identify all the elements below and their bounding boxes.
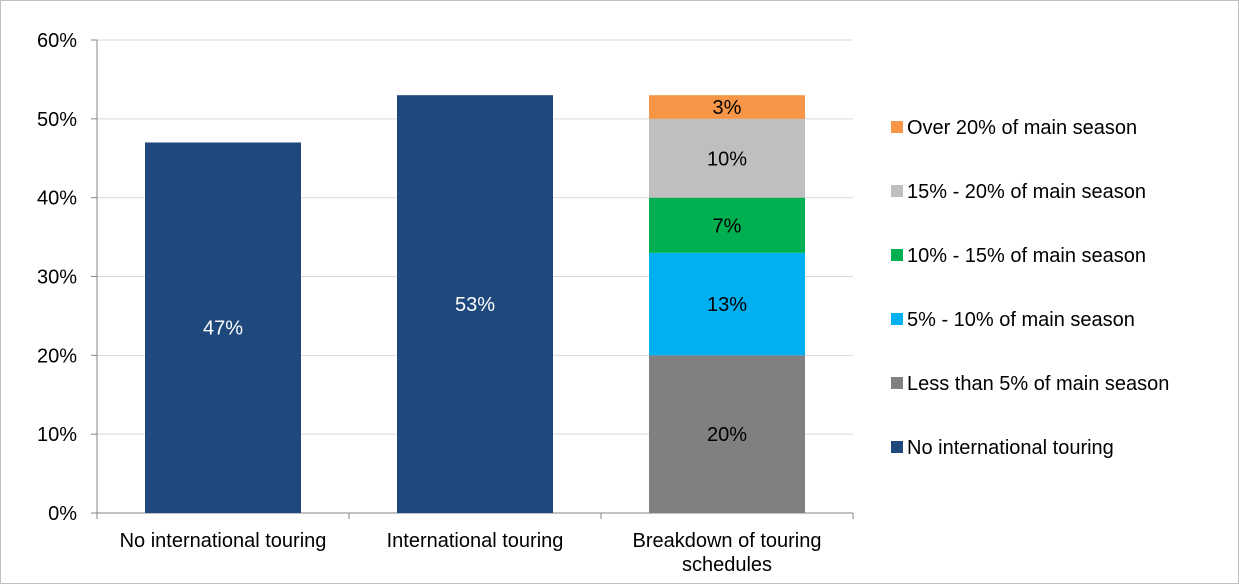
- axes: 0% 10% 20% 30% 40% 50% 60% No international tou…: [37, 30, 854, 576]
- legend-label: No international touring: [907, 437, 1114, 459]
- bar-segment: [649, 355, 805, 513]
- y-tick-label: 60%: [37, 30, 77, 52]
- bar-segment: [649, 197, 805, 253]
- bars: [145, 95, 805, 513]
- bar-segment: [397, 95, 553, 513]
- bar-segment: [649, 252, 805, 356]
- data-labels: 47% 53% 20% 13% 7% 10% 3%: [203, 97, 747, 446]
- legend-swatch: [891, 377, 903, 389]
- legend-label: 10% - 15% of main season: [907, 245, 1146, 267]
- x-tick-label: No international touring: [120, 530, 327, 552]
- data-label: 20%: [707, 424, 747, 446]
- legend-swatch: [891, 249, 903, 261]
- bar-segment: [649, 95, 805, 119]
- legend-label: Over 20% of main season: [907, 117, 1137, 139]
- x-tick-label: International touring: [387, 530, 564, 552]
- legend: Over 20% of main season 15% - 20% of main…: [891, 117, 1169, 459]
- data-label: 53%: [455, 294, 495, 316]
- legend-swatch: [891, 313, 903, 325]
- legend-swatch: [891, 185, 903, 197]
- bar-segment: [145, 142, 301, 513]
- bar-segment: [649, 118, 805, 198]
- data-label: 13%: [707, 294, 747, 316]
- x-tick-label: schedules: [682, 554, 772, 576]
- y-tick-label: 10%: [37, 424, 77, 446]
- y-tick-label: 20%: [37, 345, 77, 367]
- legend-swatch: [891, 121, 903, 133]
- x-tick-label: Breakdown of touring: [632, 530, 821, 552]
- data-label: 3%: [713, 97, 742, 119]
- y-tick-label: 50%: [37, 109, 77, 131]
- legend-label: 15% - 20% of main season: [907, 181, 1146, 203]
- legend-label: Less than 5% of main season: [907, 373, 1169, 395]
- data-label: 10%: [707, 148, 747, 170]
- data-label: 7%: [713, 215, 742, 237]
- y-tick-label: 30%: [37, 267, 77, 289]
- y-tick-label: 0%: [48, 503, 77, 525]
- data-label: 47%: [203, 318, 243, 340]
- legend-swatch: [891, 441, 903, 453]
- y-tick-label: 40%: [37, 188, 77, 210]
- legend-label: 5% - 10% of main season: [907, 309, 1135, 331]
